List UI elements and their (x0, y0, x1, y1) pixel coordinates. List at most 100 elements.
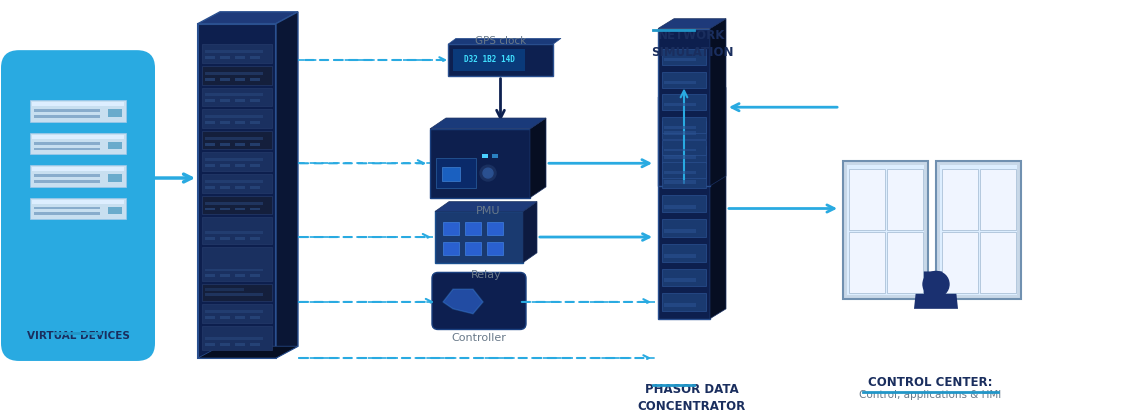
Bar (662, 162, 706, 178)
Bar (658, 28, 710, 186)
Bar (942, 232, 978, 293)
Bar (220, 316, 230, 319)
Polygon shape (658, 19, 726, 28)
Bar (435, 212, 523, 263)
Bar (205, 72, 263, 75)
Bar (108, 109, 123, 117)
Bar (205, 202, 263, 204)
Bar (205, 207, 215, 210)
Bar (662, 72, 706, 88)
Polygon shape (530, 118, 546, 198)
Circle shape (483, 168, 493, 178)
Bar (30, 133, 126, 155)
Bar (980, 232, 1016, 293)
Bar (32, 135, 124, 139)
Polygon shape (431, 118, 546, 129)
Text: CONTROL CENTER:: CONTROL CENTER: (868, 376, 993, 389)
Bar (205, 137, 263, 140)
Bar (205, 180, 263, 183)
Polygon shape (198, 12, 298, 23)
Bar (662, 121, 706, 139)
FancyBboxPatch shape (1, 50, 155, 361)
Bar (442, 167, 460, 181)
Bar (662, 170, 706, 188)
Bar (205, 164, 215, 167)
Bar (202, 131, 273, 150)
Bar (935, 161, 1021, 299)
Bar (664, 171, 696, 174)
Bar (250, 237, 260, 240)
Bar (662, 94, 706, 110)
Text: PHASOR DATA
CONCENTRATOR: PHASOR DATA CONCENTRATOR (638, 383, 747, 413)
Bar (664, 180, 696, 184)
Bar (235, 164, 245, 167)
Polygon shape (710, 88, 726, 319)
Bar (250, 164, 260, 167)
Bar (205, 310, 263, 313)
Bar (942, 169, 978, 230)
Bar (202, 326, 273, 350)
Bar (664, 204, 696, 209)
Circle shape (480, 165, 496, 181)
Bar (205, 274, 215, 277)
FancyBboxPatch shape (432, 272, 526, 329)
Bar (664, 278, 696, 282)
Bar (664, 131, 696, 135)
Bar (205, 50, 263, 53)
Bar (465, 222, 481, 235)
Bar (662, 140, 706, 155)
Bar (205, 231, 263, 234)
Bar (205, 288, 244, 291)
Bar (205, 337, 263, 340)
Bar (487, 242, 503, 255)
Bar (235, 316, 245, 319)
Bar (664, 254, 696, 258)
Bar (34, 207, 100, 210)
Bar (235, 56, 245, 59)
Text: Controller: Controller (451, 334, 506, 344)
Bar (220, 142, 230, 145)
Text: Relay: Relay (471, 271, 502, 280)
Polygon shape (658, 88, 726, 97)
Bar (235, 207, 245, 210)
Bar (202, 304, 273, 323)
Bar (848, 169, 885, 230)
Bar (847, 165, 924, 295)
Bar (250, 207, 260, 210)
Bar (205, 78, 215, 80)
Polygon shape (276, 12, 298, 358)
Bar (482, 155, 488, 158)
Bar (30, 198, 126, 219)
Bar (205, 142, 215, 145)
Bar (202, 174, 273, 193)
Bar (205, 158, 263, 161)
Bar (664, 80, 696, 84)
Bar (887, 169, 923, 230)
Bar (108, 207, 123, 215)
Bar (662, 145, 706, 163)
Text: GPS clock: GPS clock (475, 36, 526, 47)
Bar (205, 121, 215, 124)
Bar (250, 186, 260, 189)
Bar (250, 316, 260, 319)
Bar (662, 219, 706, 237)
Bar (658, 97, 710, 319)
Text: NETWORK
SIMULATION: NETWORK SIMULATION (650, 28, 733, 59)
Bar (250, 121, 260, 124)
Bar (34, 142, 100, 145)
Bar (250, 99, 260, 102)
Bar (202, 109, 273, 128)
Bar (34, 109, 100, 112)
Bar (235, 237, 245, 240)
Bar (887, 232, 923, 293)
Bar (235, 142, 245, 145)
Bar (202, 66, 273, 85)
Text: D32 1B2 14D: D32 1B2 14D (464, 55, 514, 65)
Bar (202, 284, 273, 301)
Bar (250, 56, 260, 59)
Bar (662, 49, 706, 65)
Bar (202, 153, 273, 171)
Bar (34, 180, 100, 183)
Bar (235, 78, 245, 80)
Bar (235, 121, 245, 124)
